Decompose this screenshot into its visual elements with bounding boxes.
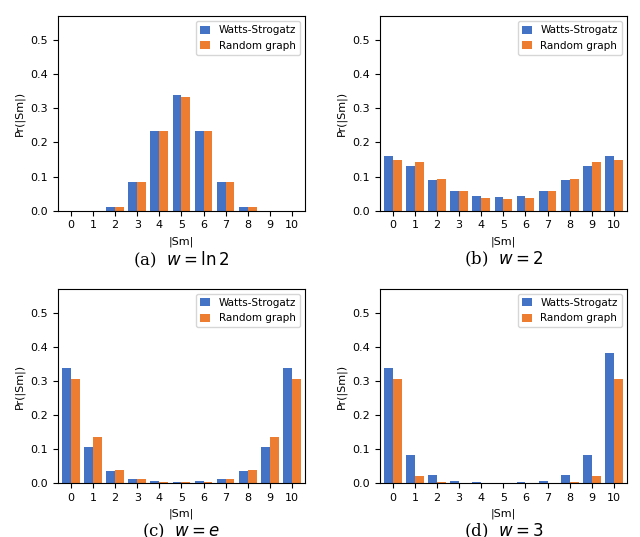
Bar: [539, 191, 548, 211]
Bar: [437, 482, 446, 483]
Bar: [283, 368, 292, 483]
Bar: [181, 482, 190, 483]
Legend: Watts-Strogatz, Random graph: Watts-Strogatz, Random graph: [196, 294, 300, 328]
Bar: [137, 478, 146, 483]
Bar: [159, 130, 168, 211]
Bar: [150, 130, 159, 211]
Bar: [583, 455, 592, 483]
X-axis label: |Sm|: |Sm|: [491, 509, 516, 519]
Bar: [570, 179, 579, 211]
Bar: [106, 470, 115, 483]
Bar: [605, 156, 614, 211]
Bar: [561, 475, 570, 483]
Bar: [204, 130, 212, 211]
Bar: [570, 482, 579, 483]
Bar: [62, 368, 71, 483]
Bar: [472, 482, 481, 483]
Bar: [226, 183, 234, 211]
Bar: [605, 352, 614, 483]
Bar: [248, 207, 257, 211]
Bar: [481, 198, 490, 211]
Bar: [292, 379, 301, 483]
Bar: [437, 179, 446, 211]
Bar: [71, 379, 80, 483]
Bar: [270, 437, 278, 483]
Bar: [393, 379, 402, 483]
Bar: [115, 207, 124, 211]
Bar: [451, 191, 459, 211]
Bar: [159, 482, 168, 483]
Bar: [504, 199, 512, 211]
Legend: Watts-Strogatz, Random graph: Watts-Strogatz, Random graph: [518, 294, 622, 328]
Bar: [525, 198, 534, 211]
Bar: [261, 447, 270, 483]
Bar: [115, 470, 124, 483]
Bar: [516, 196, 525, 211]
Bar: [561, 180, 570, 211]
Text: (b)  $w = 2$: (b) $w = 2$: [464, 250, 543, 269]
Bar: [239, 207, 248, 211]
Y-axis label: Pr(|Sm|): Pr(|Sm|): [336, 364, 346, 409]
Y-axis label: Pr(|Sm|): Pr(|Sm|): [14, 364, 24, 409]
Bar: [406, 166, 415, 211]
X-axis label: |Sm|: |Sm|: [491, 236, 516, 246]
Bar: [204, 482, 212, 483]
Bar: [173, 482, 181, 483]
Legend: Watts-Strogatz, Random graph: Watts-Strogatz, Random graph: [518, 21, 622, 55]
Text: (c)  $w = e$: (c) $w = e$: [142, 522, 221, 537]
Bar: [248, 470, 257, 483]
Bar: [459, 191, 468, 211]
Legend: Watts-Strogatz, Random graph: Watts-Strogatz, Random graph: [196, 21, 300, 55]
Y-axis label: Pr(|Sm|): Pr(|Sm|): [336, 91, 346, 136]
Bar: [217, 183, 226, 211]
Bar: [548, 191, 556, 211]
Bar: [106, 207, 115, 211]
Bar: [592, 162, 601, 211]
Bar: [539, 481, 548, 483]
Bar: [592, 476, 601, 483]
Bar: [451, 481, 459, 483]
Text: (a)  $w = \ln 2$: (a) $w = \ln 2$: [133, 250, 230, 270]
Bar: [129, 478, 137, 483]
Bar: [384, 368, 393, 483]
Bar: [495, 197, 504, 211]
Bar: [239, 470, 248, 483]
Bar: [195, 130, 204, 211]
Bar: [84, 447, 93, 483]
X-axis label: |Sm|: |Sm|: [169, 236, 194, 246]
Bar: [173, 96, 181, 211]
Bar: [614, 159, 623, 211]
Bar: [406, 455, 415, 483]
Bar: [614, 379, 623, 483]
Y-axis label: Pr(|Sm|): Pr(|Sm|): [14, 91, 24, 136]
Bar: [226, 478, 234, 483]
Bar: [415, 476, 424, 483]
Bar: [428, 475, 437, 483]
X-axis label: |Sm|: |Sm|: [169, 509, 194, 519]
Bar: [384, 156, 393, 211]
Bar: [129, 183, 137, 211]
Bar: [516, 482, 525, 483]
Bar: [428, 180, 437, 211]
Bar: [93, 437, 102, 483]
Bar: [217, 478, 226, 483]
Text: (d)  $w = 3$: (d) $w = 3$: [463, 522, 543, 537]
Bar: [181, 97, 190, 211]
Bar: [150, 481, 159, 483]
Bar: [393, 159, 402, 211]
Bar: [195, 481, 204, 483]
Bar: [415, 162, 424, 211]
Bar: [472, 196, 481, 211]
Bar: [137, 183, 146, 211]
Bar: [583, 166, 592, 211]
